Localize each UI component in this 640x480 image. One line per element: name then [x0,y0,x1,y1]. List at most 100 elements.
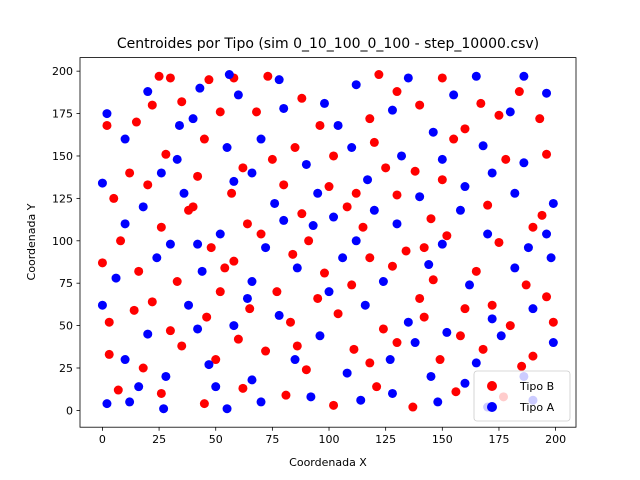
data-point [478,141,488,151]
data-point [222,142,232,152]
data-point [365,358,375,368]
data-point [224,70,234,80]
data-point [505,107,515,117]
data-point [233,90,243,100]
data-point [329,400,339,410]
data-point [274,310,284,320]
data-point [285,317,295,327]
data-point [329,212,339,222]
data-point [351,236,361,246]
x-tick-label: 50 [209,433,223,446]
data-point [548,338,558,348]
data-point [116,236,126,246]
y-tick-label: 125 [52,192,73,205]
data-point [528,222,538,232]
data-point [397,151,407,161]
data-point [165,239,175,249]
data-point [315,120,325,130]
data-point [351,80,361,90]
data-point [535,114,545,124]
data-point [156,168,166,178]
data-point [494,237,504,247]
data-point [174,120,184,130]
data-point [333,120,343,130]
data-point [347,142,357,152]
data-point [301,365,311,375]
data-point [415,293,425,303]
legend-marker-tipo-b [487,381,497,391]
data-point [97,258,107,268]
data-point [523,243,533,253]
data-point [428,275,438,285]
data-point [261,243,271,253]
data-point [165,326,175,336]
data-point [297,209,307,219]
data-point [408,402,418,412]
data-point [369,205,379,215]
data-point [215,229,225,239]
data-point [195,83,205,93]
data-point [510,263,520,273]
data-point [548,317,558,327]
data-point [548,198,558,208]
data-point [229,256,239,266]
y-tick-label: 175 [52,108,73,121]
data-point [519,71,529,81]
data-point [102,399,112,409]
y-tick-label: 150 [52,150,73,163]
data-point [471,266,481,276]
data-point [487,300,497,310]
points-layer [97,70,558,414]
data-point [313,188,323,198]
data-point [102,120,112,130]
data-point [347,280,357,290]
data-point [279,215,289,225]
data-point [281,390,291,400]
data-point [304,236,314,246]
x-tick-label: 175 [488,433,509,446]
data-point [229,176,239,186]
data-point [358,222,368,232]
data-point [460,378,470,388]
data-point [247,276,257,286]
data-point [256,397,266,407]
data-point [403,317,413,327]
data-point [308,221,318,231]
data-point [435,355,445,365]
data-point [381,163,391,173]
series-tipo-b [97,70,558,412]
data-point [177,341,187,351]
y-tick-label: 100 [52,235,73,248]
y-axis-ticks: 0 25 50 75 100 125 150 175 200 [52,65,80,417]
data-point [338,253,348,263]
data-point [202,312,212,322]
data-point [403,73,413,83]
data-point [292,263,302,273]
data-point [387,105,397,115]
data-point [442,327,452,337]
data-point [172,276,182,286]
data-point [215,107,225,117]
data-point [125,168,135,178]
data-point [274,75,284,85]
legend-box [473,370,571,422]
data-point [156,222,166,232]
data-point [159,404,169,414]
data-point [329,151,339,161]
data-point [154,71,164,81]
data-point [514,87,524,97]
data-point [449,134,459,144]
data-point [120,134,130,144]
data-point [351,188,361,198]
data-point [147,297,157,307]
data-point [415,192,425,202]
data-point [542,149,552,159]
data-point [437,154,447,164]
data-point [542,88,552,98]
data-point [272,287,282,297]
data-point [372,382,382,392]
data-point [455,205,465,215]
data-point [292,341,302,351]
data-point [342,368,352,378]
data-point [227,188,237,198]
